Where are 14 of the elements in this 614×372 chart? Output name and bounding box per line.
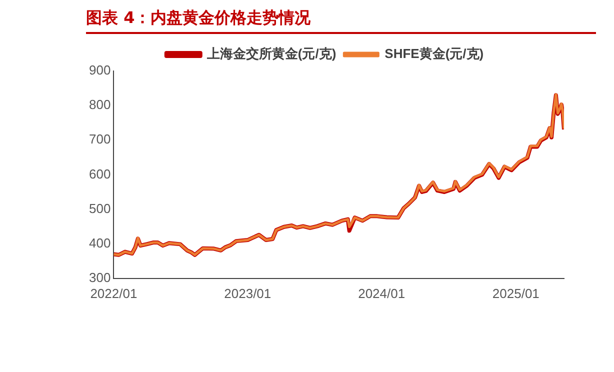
chart-title: 图表 4：内盘黄金价格走势情况	[86, 8, 311, 29]
legend-label: 上海金交所黄金(元/克)	[206, 46, 336, 62]
y-tick-label: 400	[88, 235, 111, 250]
x-tick-label: 2024/01	[358, 286, 406, 301]
y-tick-label: 300	[88, 270, 111, 285]
x-tick-label: 2023/01	[224, 286, 272, 301]
y-tick-label: 800	[88, 97, 111, 112]
y-tick-label: 500	[88, 200, 111, 216]
y-tick-label: 900	[88, 62, 111, 78]
y-tick-label: 700	[88, 132, 111, 147]
x-tick-label: 2025/01	[492, 286, 540, 301]
y-tick-label: 600	[88, 166, 111, 182]
x-tick-label: 2022/01	[90, 286, 138, 301]
legend-label: SHFE黄金(元/克)	[384, 46, 484, 62]
